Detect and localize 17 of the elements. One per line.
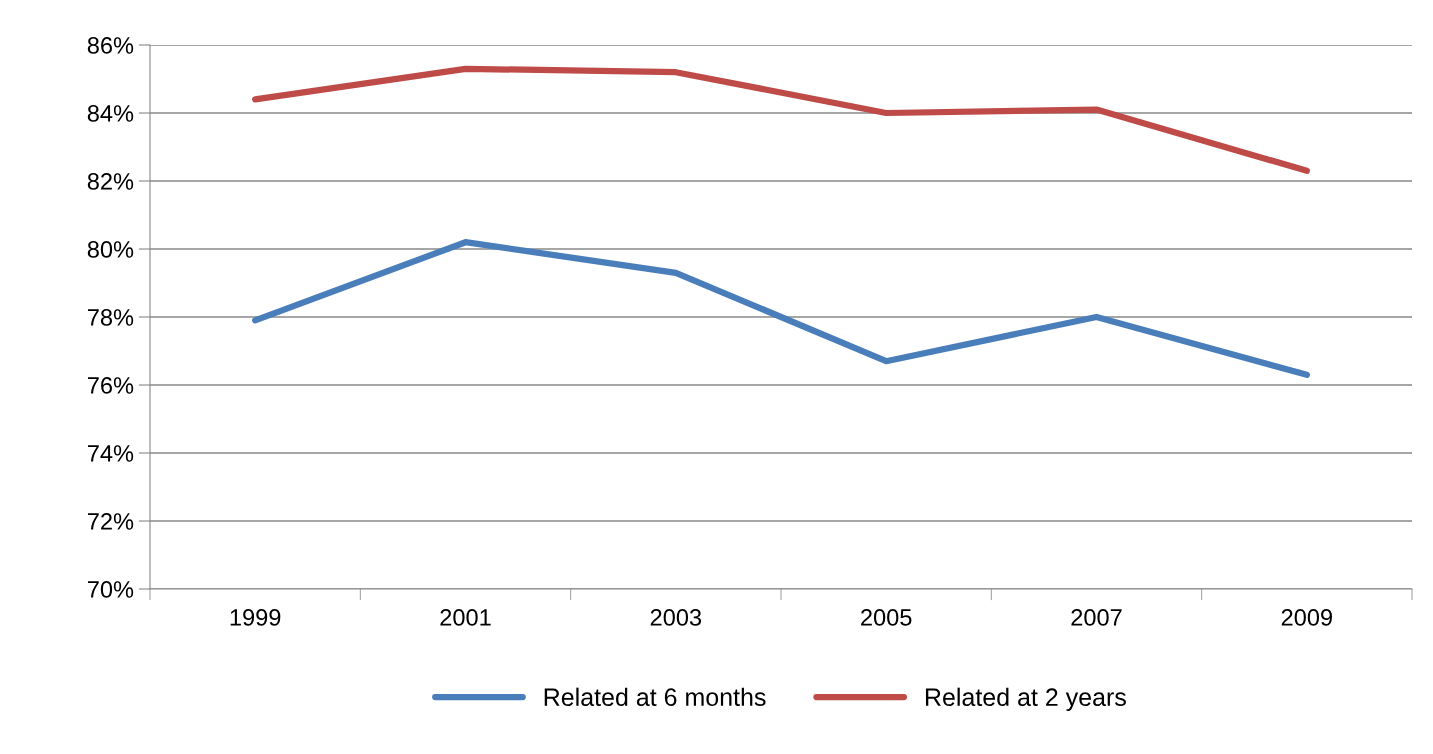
y-tick-label: 82% [87, 173, 134, 190]
x-tick-label: 2007 [1071, 609, 1122, 626]
legend-label: Related at 6 months [544, 687, 766, 707]
x-tick-label: 2009 [1281, 609, 1332, 626]
y-tick-label: 70% [87, 581, 134, 598]
y-tick-label: 86% [87, 37, 134, 54]
y-tick-label: 78% [87, 309, 134, 326]
x-tick-label: 1999 [230, 609, 281, 626]
legend-label: Related at 2 years [925, 687, 1126, 711]
y-tick-label: 72% [87, 513, 134, 530]
x-tick-label: 2005 [861, 609, 912, 626]
y-tick-label: 74% [87, 445, 134, 462]
x-tick-label: 2001 [440, 609, 491, 626]
y-tick-label: 84% [87, 105, 134, 122]
y-tick-label: 80% [87, 241, 134, 258]
x-tick-label: 2003 [650, 609, 702, 626]
y-tick-label: 76% [87, 377, 134, 394]
